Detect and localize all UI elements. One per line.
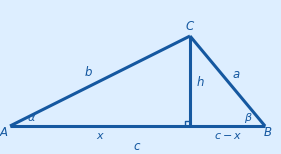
Text: $B$: $B$ (263, 126, 273, 140)
Text: $a$: $a$ (232, 67, 240, 81)
Text: $\alpha$: $\alpha$ (28, 113, 37, 123)
Text: $c$: $c$ (133, 140, 141, 152)
Text: $C$: $C$ (185, 20, 195, 32)
Text: $h$: $h$ (196, 75, 204, 89)
Text: $x$: $x$ (96, 131, 105, 141)
Text: $\beta$: $\beta$ (244, 111, 252, 125)
Text: $c-x$: $c-x$ (214, 131, 242, 141)
Text: $A$: $A$ (0, 126, 9, 140)
Text: $b$: $b$ (83, 65, 92, 79)
